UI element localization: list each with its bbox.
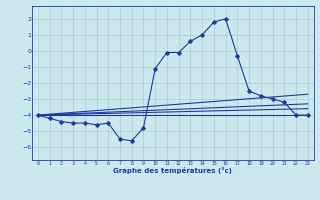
X-axis label: Graphe des températures (°c): Graphe des températures (°c): [113, 167, 232, 174]
